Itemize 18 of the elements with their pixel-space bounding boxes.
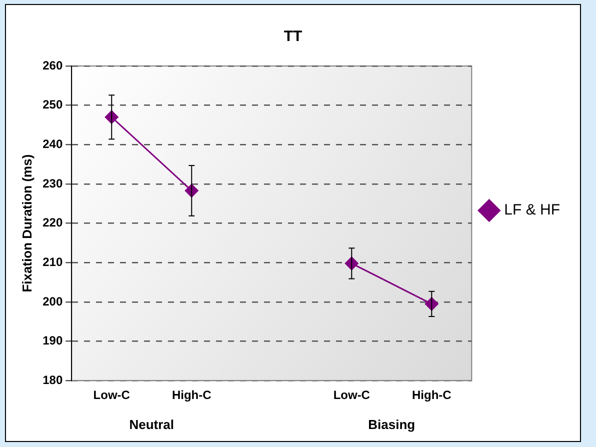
y-tick-label: 250 [42, 98, 63, 112]
y-tick-label: 220 [42, 216, 63, 230]
y-tick-label: 200 [42, 294, 63, 308]
text: Neutral [129, 417, 174, 432]
x-tick-label: Low-C [333, 388, 370, 402]
y-tick-label: 260 [42, 58, 63, 72]
y-tick-label: 210 [42, 254, 63, 269]
legend-label: LF & HF [504, 202, 560, 219]
y-tick-label: 240 [42, 136, 63, 151]
text: Biasing [368, 417, 416, 432]
y-tick-label: 180 [42, 372, 63, 387]
x-tick-label: High-C [172, 388, 212, 402]
x-tick-label: Low-C [93, 388, 130, 402]
y-tick-label: 190 [42, 334, 63, 348]
y-tick-label: 230 [42, 176, 63, 190]
y-axis-title: Fixation Duration (ms) [19, 154, 34, 292]
chart-title: TT [284, 28, 302, 46]
x-tick-label: High-C [412, 388, 452, 402]
